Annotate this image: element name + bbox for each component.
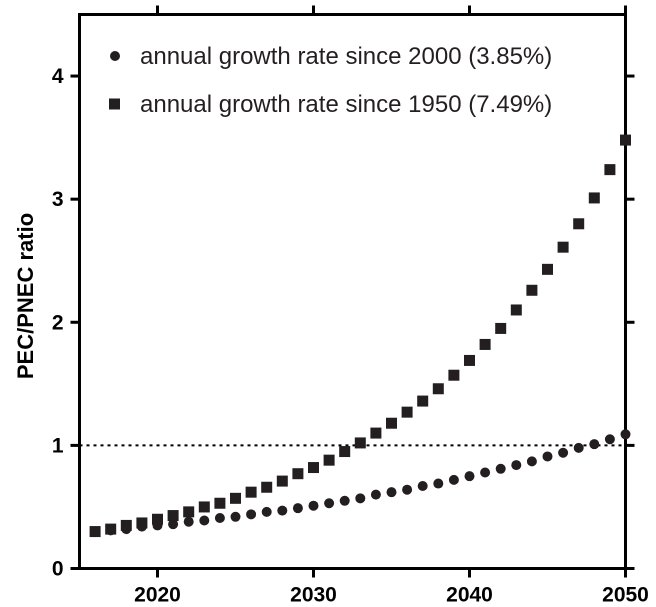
data-point-circle xyxy=(558,447,569,458)
data-point-circle xyxy=(183,516,194,527)
data-point-square xyxy=(432,383,444,395)
data-point-square xyxy=(573,218,585,230)
data-point-square xyxy=(245,486,257,498)
x-tick-label: 2040 xyxy=(446,584,493,607)
data-point-square xyxy=(526,284,538,296)
data-point-circle xyxy=(105,525,116,536)
data-point-square xyxy=(417,395,429,407)
data-point-square xyxy=(167,510,179,522)
data-point-circle xyxy=(526,456,537,467)
data-point-circle xyxy=(261,506,272,517)
data-point-square xyxy=(448,369,460,381)
data-point-square xyxy=(198,501,210,513)
data-point-circle xyxy=(308,500,319,511)
data-point-circle xyxy=(604,434,615,445)
y-tick-label: 1 xyxy=(52,434,64,457)
data-point-circle xyxy=(339,495,350,506)
data-point-square xyxy=(261,481,273,493)
y-tick-label: 0 xyxy=(52,558,64,581)
data-point-square xyxy=(323,454,335,466)
legend-marker-square xyxy=(109,98,120,110)
data-point-circle xyxy=(292,503,303,514)
data-point-circle xyxy=(402,484,413,495)
data-point-circle xyxy=(246,509,257,520)
x-tick-label: 2030 xyxy=(290,584,337,607)
data-point-square xyxy=(183,506,195,518)
y-tick-label: 2 xyxy=(52,311,64,334)
data-point-square xyxy=(370,427,382,439)
data-point-square xyxy=(542,263,553,275)
data-point-circle xyxy=(355,493,366,504)
data-point-circle xyxy=(480,467,491,478)
data-point-circle xyxy=(136,521,147,532)
data-point-square xyxy=(464,354,475,366)
data-point-square xyxy=(557,241,569,253)
data-point-circle xyxy=(214,513,225,524)
data-point-circle xyxy=(324,498,335,509)
data-point-square xyxy=(354,437,366,449)
data-point-square xyxy=(604,164,616,176)
data-point-circle xyxy=(121,524,132,535)
data-point-square xyxy=(230,492,241,504)
data-point-circle xyxy=(495,463,506,474)
data-point-circle xyxy=(589,439,600,450)
data-point-circle xyxy=(417,481,428,492)
data-point-square xyxy=(510,304,522,316)
x-tick-label: 2050 xyxy=(602,584,649,607)
data-point-circle xyxy=(168,519,179,530)
data-point-square xyxy=(292,468,304,480)
data-point-circle xyxy=(230,511,241,522)
data-point-circle xyxy=(448,474,459,485)
data-point-square xyxy=(276,475,288,487)
data-point-square xyxy=(495,322,507,334)
data-point-square xyxy=(386,417,397,429)
data-point-circle xyxy=(620,429,631,440)
y-axis-title: PEC/PNEC ratio xyxy=(13,213,38,379)
data-point-circle xyxy=(277,505,288,516)
data-point-square xyxy=(620,134,631,146)
data-point-circle xyxy=(464,471,475,482)
legend-marker-circle xyxy=(110,51,120,61)
x-tick-label: 2020 xyxy=(134,584,181,607)
data-point-circle xyxy=(152,520,163,531)
legend: annual growth rate since 2000 (3.85%) ann… xyxy=(109,43,552,118)
data-point-square xyxy=(401,406,413,418)
data-point-circle xyxy=(386,487,397,498)
data-point-square xyxy=(214,497,226,509)
plot-frame xyxy=(78,13,627,570)
data-point-square xyxy=(152,513,163,525)
legend-label: annual growth rate since 2000 (3.85%) xyxy=(140,43,552,70)
data-point-circle xyxy=(199,515,210,526)
data-point-square xyxy=(479,338,491,350)
legend-label: annual growth rate since 1950 (7.49%) xyxy=(140,91,552,118)
data-point-circle xyxy=(511,460,522,471)
data-point-circle xyxy=(573,442,584,453)
data-point-square xyxy=(308,462,319,474)
data-point-square xyxy=(339,446,351,458)
y-tick-label: 4 xyxy=(52,65,64,88)
y-tick-label: 3 xyxy=(52,188,64,211)
data-point-circle xyxy=(90,526,101,537)
data-point-circle xyxy=(542,451,553,462)
data-point-circle xyxy=(433,478,444,489)
data-point-circle xyxy=(370,489,381,500)
data-point-square xyxy=(588,192,600,204)
